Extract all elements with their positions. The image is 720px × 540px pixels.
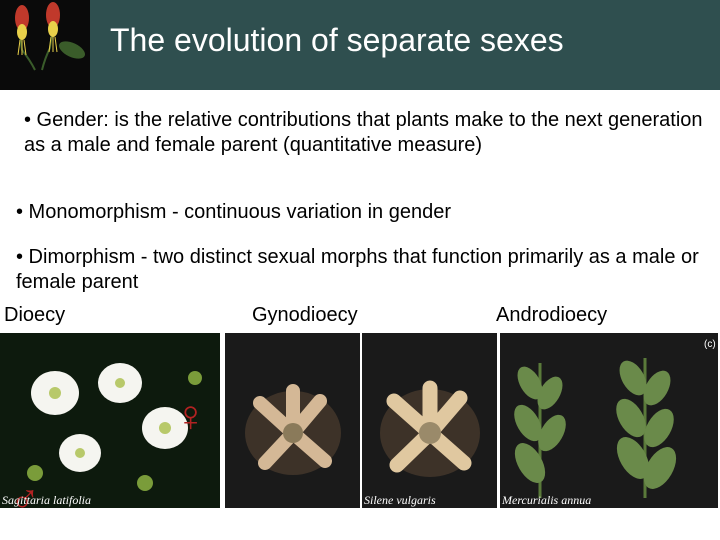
slide-header: The evolution of separate sexes bbox=[0, 0, 720, 90]
slide-title: The evolution of separate sexes bbox=[110, 22, 564, 59]
species-images-row: ♀ ♂ Sagittaria latifolia ⚥ ♀ Silene vulg… bbox=[0, 333, 720, 508]
bullet-gender: • Gender: is the relative contributions … bbox=[24, 108, 708, 158]
bullet-monomorphism: • Monomorphism - continuous variation in… bbox=[16, 200, 708, 225]
species-label-silene: Silene vulgaris bbox=[364, 493, 436, 508]
bullet-dimorphism: • Dimorphism - two distinct sexual morph… bbox=[16, 245, 708, 295]
female-symbol-icon: ♀ bbox=[174, 395, 207, 439]
header-flower-image bbox=[0, 0, 90, 90]
label-dioecy: Dioecy bbox=[4, 304, 65, 327]
image-sagittaria: ♀ ♂ Sagittaria latifolia bbox=[0, 333, 220, 508]
svg-text:(c): (c) bbox=[704, 339, 716, 350]
species-label-mercurialis: Mercurialis annua bbox=[502, 493, 591, 508]
image-mercurialis: (c) ♂ ⚥ ♂ Mercurialis annua bbox=[500, 333, 718, 508]
image-silene-female: ♀ Silene vulgaris bbox=[362, 333, 497, 508]
species-label-sagittaria: Sagittaria latifolia bbox=[2, 493, 91, 508]
label-gynodioecy: Gynodioecy bbox=[252, 304, 358, 327]
image-silene-herm: ⚥ bbox=[225, 333, 360, 508]
label-androdioecy: Androdioecy bbox=[496, 304, 607, 327]
